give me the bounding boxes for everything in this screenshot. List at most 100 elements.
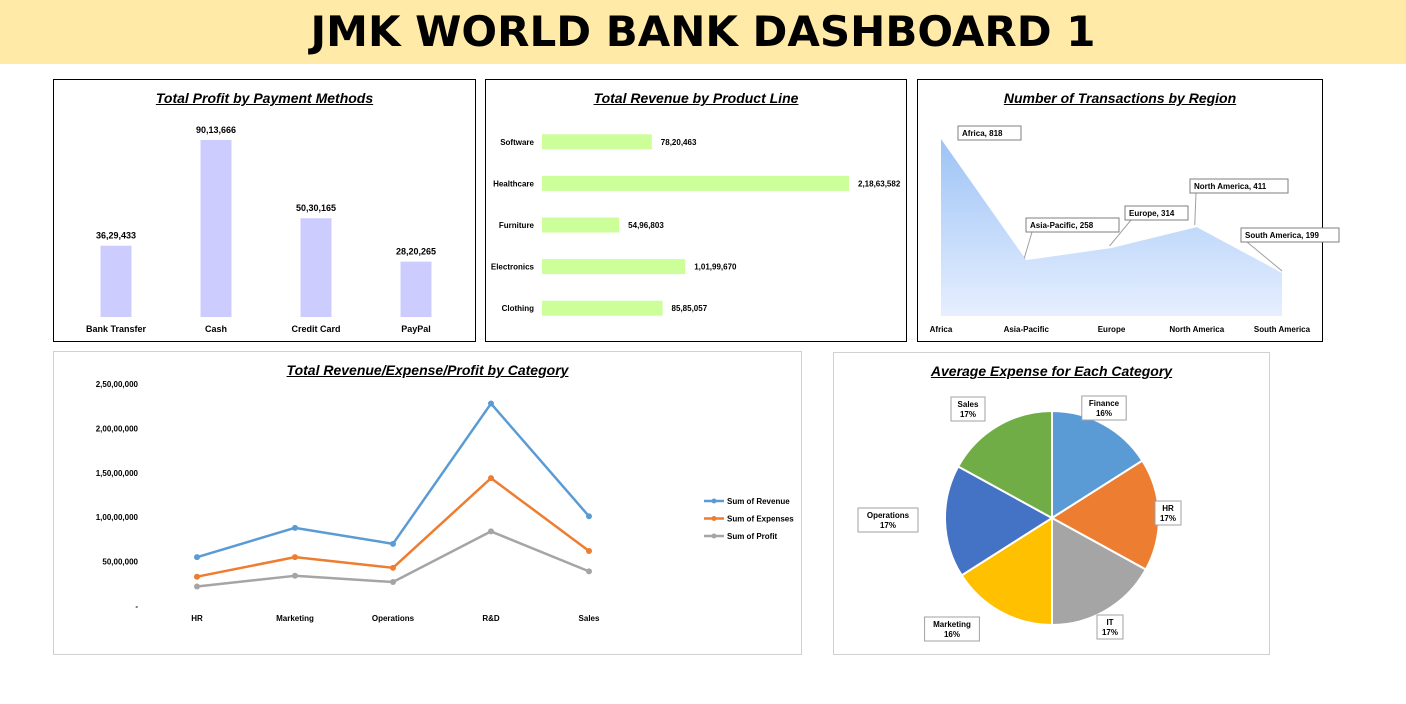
leader-south-america <box>1246 241 1283 272</box>
avg-expense-panel: Average Expense for Each Category Financ… <box>833 352 1270 655</box>
legend-label-sum-of-expenses: Sum of Expenses <box>727 515 794 524</box>
data-label-box-africa <box>957 125 1022 141</box>
hbar-label-healthcare: 2,18,63,582 <box>858 179 901 188</box>
slice-pct-sales: 17% <box>960 410 976 419</box>
bar-label-credit-card: 50,30,165 <box>296 203 336 213</box>
x-tick-north-america: North America <box>1169 325 1224 334</box>
point-sum-of-profit-r-d <box>488 528 494 535</box>
slice-label-operations: Operations <box>867 511 910 520</box>
slice-it <box>1051 516 1148 627</box>
slice-label-finance: Finance <box>1089 399 1120 408</box>
data-label-box-asia-pacific <box>1025 217 1120 233</box>
revenue-product-title: Total Revenue by Product Line <box>593 90 799 106</box>
leader-europe <box>1109 219 1132 247</box>
y-tick-3: 1,50,00,000 <box>96 469 139 478</box>
point-sum-of-revenue-hr <box>194 554 200 561</box>
profit-payment-title: Total Profit by Payment Methods <box>155 90 374 106</box>
data-label-europe: Europe, 314 <box>1129 209 1175 218</box>
x-tick-bank-transfer: Bank Transfer <box>86 324 147 334</box>
legend-marker-sum-of-revenue <box>711 498 717 504</box>
area-fill <box>941 139 1282 316</box>
dashboard-banner: JMK WORLD BANK DASHBOARD 1 <box>0 0 1406 64</box>
y-tick-clothing: Clothing <box>502 304 535 313</box>
data-label-asia-pacific: Asia-Pacific, 258 <box>1030 221 1094 230</box>
hbar-label-furniture: 54,96,803 <box>628 221 664 230</box>
data-label-box-north-america <box>1189 178 1289 194</box>
y-tick-electronics: Electronics <box>491 263 535 272</box>
hbar-label-software: 78,20,463 <box>661 138 697 147</box>
y-tick-0: - <box>135 602 138 611</box>
x-tick-sales: Sales <box>579 614 600 623</box>
x-tick-hr: HR <box>191 614 203 623</box>
data-label-box-europe <box>1124 205 1189 221</box>
slice-sales <box>956 409 1053 520</box>
bar-cash <box>200 140 232 317</box>
slice-label-box-operations <box>857 507 919 533</box>
x-tick-credit-card: Credit Card <box>291 324 340 334</box>
y-tick-software: Software <box>500 138 534 147</box>
slice-pct-it: 17% <box>1102 628 1118 637</box>
category-line-title: Total Revenue/Expense/Profit by Category <box>286 362 569 378</box>
bar-paypal <box>400 261 432 317</box>
y-tick-2: 1,00,00,000 <box>96 513 139 522</box>
slice-pct-operations: 17% <box>880 521 896 530</box>
x-tick-paypal: PayPal <box>401 324 431 334</box>
x-tick-marketing: Marketing <box>276 614 314 623</box>
slice-label-box-sales <box>950 396 986 422</box>
bar-label-paypal: 28,20,265 <box>396 247 436 257</box>
hbar-label-clothing: 85,85,057 <box>672 304 708 313</box>
hbar-furniture <box>542 217 620 233</box>
legend-marker-sum-of-expenses <box>711 516 717 521</box>
dashboard-title: JMK WORLD BANK DASHBOARD 1 <box>310 7 1096 56</box>
data-label-box-south-america <box>1240 227 1340 243</box>
x-tick-asia-pacific: Asia-Pacific <box>1004 325 1050 334</box>
profit-payment-chart: 36,29,433 Bank Transfer 90,13,666 Cash 50,30… <box>86 125 436 334</box>
hbar-clothing <box>542 300 663 316</box>
legend-marker-sum-of-profit <box>711 533 717 539</box>
slice-pct-finance: 16% <box>1096 409 1112 418</box>
data-label-africa: Africa, 818 <box>962 129 1003 138</box>
point-sum-of-expenses-marketing <box>292 554 298 561</box>
legend-label-sum-of-revenue: Sum of Revenue <box>727 497 790 506</box>
hbar-label-electronics: 1,01,99,670 <box>694 263 737 272</box>
slice-label-hr: HR <box>1162 504 1174 513</box>
x-tick-cash: Cash <box>205 324 227 334</box>
slice-operations <box>944 465 1054 577</box>
bar-credit-card <box>300 218 332 317</box>
point-sum-of-revenue-operations <box>390 540 396 547</box>
transactions-region-chart: Africa, 818 Africa Asia-Pacific, 258 Asia-P… <box>930 125 1340 334</box>
slice-pct-marketing: 16% <box>944 630 960 639</box>
data-label-north-america: North America, 411 <box>1194 182 1267 191</box>
bar-bank-transfer <box>100 245 132 317</box>
x-tick-r-d: R&D <box>482 614 500 623</box>
category-line-panel: Total Revenue/Expense/Profit by Category… <box>53 351 802 655</box>
y-tick-1: 50,00,000 <box>102 558 138 567</box>
slice-label-box-it <box>1096 614 1124 640</box>
point-sum-of-revenue-r-d <box>488 400 494 407</box>
series-line-sum-of-expenses <box>196 476 590 578</box>
bar-label-cash: 90,13,666 <box>196 125 236 135</box>
point-sum-of-profit-marketing <box>292 572 298 579</box>
category-line-chart: - 50,00,000 1,00,00,000 1,50,00,000 2,00,00,… <box>96 380 795 623</box>
slice-label-it: IT <box>1106 618 1113 627</box>
x-tick-south-america: South America <box>1254 325 1311 334</box>
hbar-healthcare <box>542 175 849 191</box>
hbar-software <box>542 134 652 150</box>
slice-finance <box>1051 409 1144 520</box>
slice-label-sales: Sales <box>958 400 979 409</box>
point-sum-of-revenue-marketing <box>292 524 298 531</box>
revenue-product-panel: Total Revenue by Product Line Software 78… <box>485 79 907 342</box>
leader-asia-pacific <box>1023 231 1033 259</box>
slice-label-marketing: Marketing <box>933 620 971 629</box>
point-sum-of-profit-operations <box>390 579 396 586</box>
x-tick-europe: Europe <box>1098 325 1126 334</box>
revenue-product-chart: Software 78,20,463 Healthcare 2,18,63,582 Fu… <box>491 134 901 316</box>
series-line-sum-of-revenue <box>196 402 590 559</box>
slice-marketing <box>960 516 1053 627</box>
transactions-region-title: Number of Transactions by Region <box>1003 90 1237 106</box>
y-tick-healthcare: Healthcare <box>493 179 534 188</box>
bar-label-bank-transfer: 36,29,433 <box>96 231 136 241</box>
avg-expense-chart: Finance16%HR17%IT17%Marketing16%Operatio… <box>857 395 1182 642</box>
slice-label-box-finance <box>1081 395 1127 421</box>
profit-payment-panel: Total Profit by Payment Methods 36,29,43… <box>53 79 476 342</box>
